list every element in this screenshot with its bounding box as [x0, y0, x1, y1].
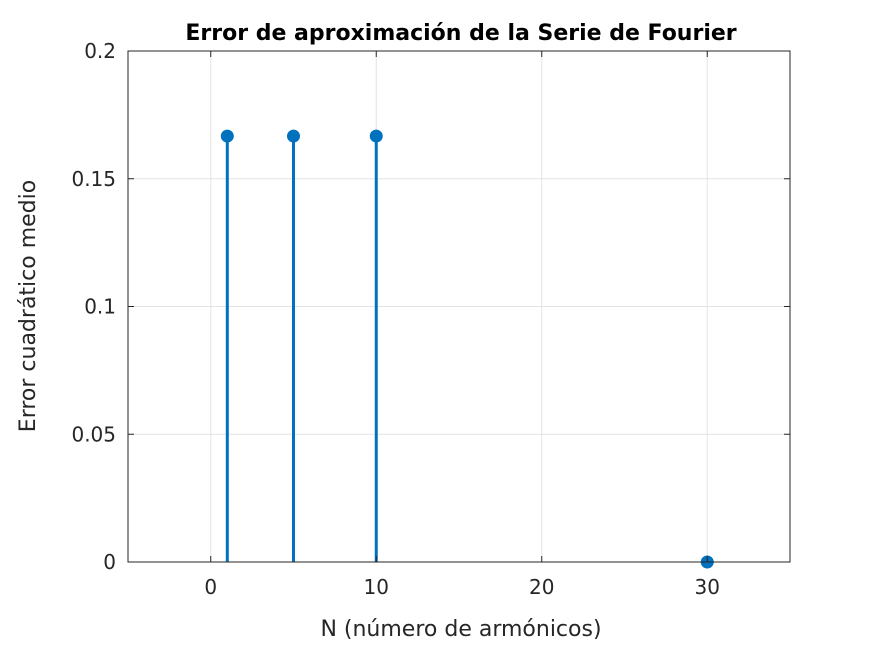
y-tick-label: 0.15 [71, 167, 116, 191]
y-axis-label: Error cuadrático medio [16, 180, 41, 432]
y-tick-label: 0.1 [84, 295, 116, 319]
y-tick-label: 0 [103, 550, 116, 574]
x-tick-label: 10 [364, 575, 389, 599]
x-axis-label: N (número de armónicos) [320, 617, 601, 642]
stem-marker [369, 129, 383, 143]
tick-labels: 0 10 20 30 0 0.05 0.1 0.15 0.2 [71, 39, 720, 599]
y-tick-label: 0.2 [84, 39, 116, 63]
x-tick-label: 0 [204, 575, 217, 599]
data-series [220, 129, 714, 569]
chart-title: Error de aproximación de la Serie de Fou… [185, 21, 736, 46]
axes-frame [127, 50, 791, 563]
y-tick-label: 0.05 [71, 422, 116, 446]
x-tick-label: 30 [695, 575, 720, 599]
stem-marker [220, 129, 234, 143]
x-tick-label: 20 [529, 575, 554, 599]
stem-marker [287, 129, 300, 143]
